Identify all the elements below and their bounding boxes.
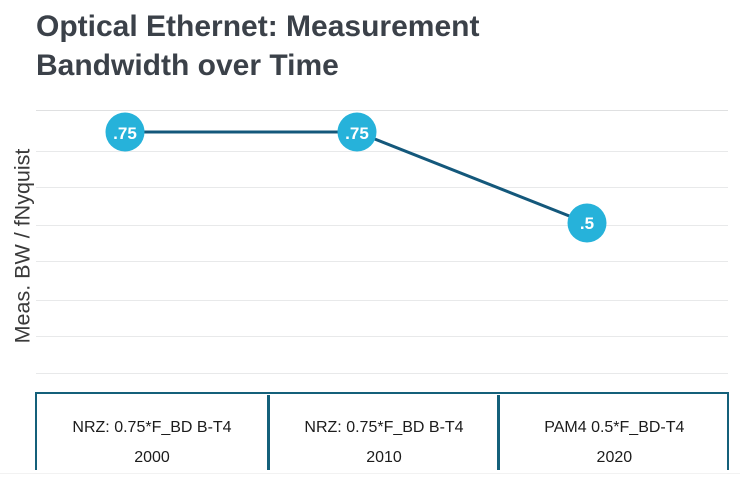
svg-text:.75: .75	[345, 124, 369, 143]
svg-text:.5: .5	[580, 214, 594, 233]
svg-text:.75: .75	[113, 124, 137, 143]
